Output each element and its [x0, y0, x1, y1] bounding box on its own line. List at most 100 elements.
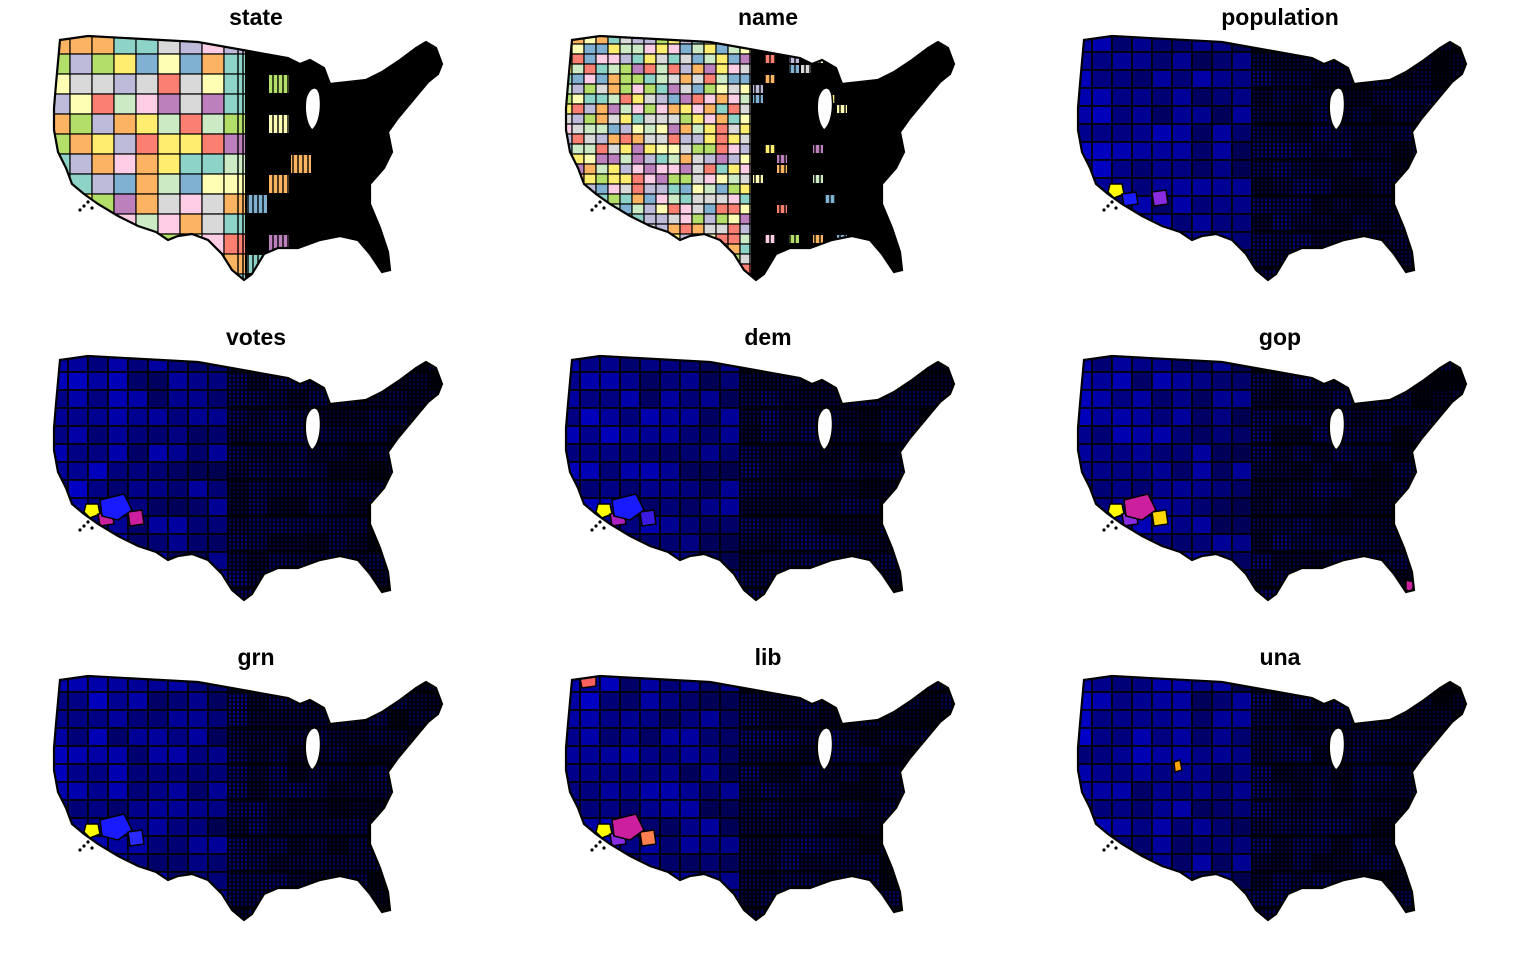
county-map	[564, 354, 956, 602]
island-1	[594, 524, 598, 528]
island-1	[1106, 524, 1110, 528]
county-map	[564, 674, 956, 922]
hotspot-la	[83, 823, 101, 839]
map-panel-gop: gop	[1024, 320, 1536, 640]
island-3	[78, 848, 82, 852]
island-2	[602, 526, 606, 530]
hotspot-az-maricopa	[639, 829, 657, 847]
island-0	[1110, 520, 1114, 524]
us-outline	[1076, 34, 1468, 282]
island-2	[602, 846, 606, 850]
panel-title: population	[1221, 4, 1339, 30]
hotspot-ca-south	[611, 813, 645, 841]
panel-title: state	[229, 4, 283, 30]
island-0	[86, 840, 90, 844]
island-2	[90, 206, 94, 210]
island-3	[590, 528, 594, 532]
island-3	[1102, 208, 1106, 212]
us-outline	[52, 674, 444, 922]
us-outline	[1076, 674, 1468, 922]
lake-michigan	[1328, 407, 1346, 451]
lake-michigan	[304, 727, 322, 771]
island-0	[1110, 200, 1114, 204]
county-map	[1076, 674, 1468, 922]
us-outline	[564, 674, 956, 922]
panel-title: lib	[754, 644, 782, 670]
map-panel-lib: lib	[512, 640, 1024, 960]
island-1	[82, 524, 86, 528]
island-3	[590, 848, 594, 852]
county-map	[52, 674, 444, 922]
us-outline	[564, 354, 956, 602]
island-1	[1106, 844, 1110, 848]
hotspot-az-maricopa	[1151, 189, 1169, 207]
island-3	[1102, 848, 1106, 852]
lake-michigan	[304, 407, 322, 451]
hotspot-ca-south	[99, 493, 133, 521]
island-2	[602, 206, 606, 210]
county-map	[52, 34, 444, 282]
map-panel-dem: dem	[512, 320, 1024, 640]
panel-title: name	[737, 4, 799, 30]
hotspot-la	[1107, 503, 1125, 519]
island-0	[86, 200, 90, 204]
county-map	[1076, 34, 1468, 282]
island-2	[90, 846, 94, 850]
lake-michigan	[816, 407, 834, 451]
panel-title: dem	[744, 324, 792, 350]
hotspot-ca-south	[1123, 493, 1157, 521]
island-1	[594, 204, 598, 208]
island-3	[1102, 528, 1106, 532]
map-panel-name: name	[512, 0, 1024, 320]
panel-title: gop	[1258, 324, 1302, 350]
hotspot-la	[595, 823, 613, 839]
map-panel-votes: votes	[0, 320, 512, 640]
hotspot-ut-north	[1173, 759, 1183, 773]
lake-michigan	[816, 87, 834, 131]
hotspot-az-maricopa	[1151, 509, 1169, 527]
island-1	[594, 844, 598, 848]
island-0	[86, 520, 90, 524]
hotspot-az-maricopa	[127, 829, 145, 847]
hotspot-az-maricopa	[639, 509, 657, 527]
island-2	[1114, 526, 1118, 530]
island-0	[598, 200, 602, 204]
county-map	[564, 34, 956, 282]
island-2	[90, 526, 94, 530]
us-outline	[1076, 354, 1468, 602]
island-1	[1106, 204, 1110, 208]
lake-michigan	[304, 87, 322, 131]
island-2	[1114, 206, 1118, 210]
county-cells	[54, 36, 442, 280]
map-panel-state: state	[0, 0, 512, 320]
us-outline	[564, 34, 956, 282]
lake-michigan	[1328, 727, 1346, 771]
hotspot-la	[1107, 183, 1125, 199]
island-2	[1114, 846, 1118, 850]
panel-title: votes	[225, 324, 287, 350]
county-map	[1076, 354, 1468, 602]
panel-title: grn	[237, 644, 275, 670]
island-1	[82, 204, 86, 208]
county-map	[52, 354, 444, 602]
hotspot-la	[83, 503, 101, 519]
island-0	[1110, 840, 1114, 844]
island-3	[590, 208, 594, 212]
island-1	[82, 844, 86, 848]
lake-michigan	[1328, 87, 1346, 131]
hotspot-sd	[1121, 191, 1139, 207]
island-0	[598, 840, 602, 844]
island-3	[78, 208, 82, 212]
us-outline	[52, 34, 444, 282]
hotspot-az-maricopa	[127, 509, 145, 527]
hotspot-ca-south	[99, 813, 133, 841]
hotspot-la	[595, 503, 613, 519]
map-panel-una: una	[1024, 640, 1536, 960]
island-0	[598, 520, 602, 524]
lake-michigan	[816, 727, 834, 771]
map-panel-population: population	[1024, 0, 1536, 320]
island-3	[78, 528, 82, 532]
map-panel-grn: grn	[0, 640, 512, 960]
us-outline	[52, 354, 444, 602]
